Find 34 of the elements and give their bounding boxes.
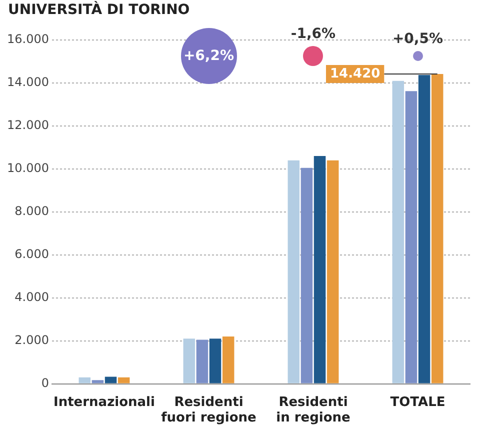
y-tick-label: 8.000: [14, 204, 49, 218]
bar: [288, 160, 300, 384]
annotation: 14.420: [330, 66, 380, 82]
y-tick-label: 12.000: [6, 118, 49, 132]
chart-title: UNIVERSITÀ DI TORINO: [8, 2, 190, 18]
bar: [418, 75, 430, 384]
y-tick-label: 10.000: [6, 161, 49, 176]
bar: [431, 74, 444, 384]
annotation: -1,6%: [290, 26, 337, 42]
x-tick-label: Residenti fuori regione: [161, 394, 257, 426]
y-tick-label: 4.000: [14, 290, 49, 304]
bar: [222, 336, 234, 384]
bar: [326, 160, 339, 384]
bar: [392, 80, 404, 384]
bar: [314, 156, 326, 384]
y-tick-label: 2.000: [14, 332, 49, 347]
bar: [196, 340, 208, 384]
bar: [183, 338, 196, 384]
bar: [92, 380, 104, 384]
annotation: +0,5%: [391, 31, 444, 47]
bar: [405, 91, 418, 384]
x-tick-label: Residenti in regione: [276, 394, 351, 426]
bar: [104, 376, 117, 384]
y-tick-label: 6.000: [14, 247, 49, 261]
annotation: +6,2%: [182, 48, 236, 64]
x-tick-label: Internazionali: [54, 394, 155, 410]
x-tick-label: TOTALE: [390, 394, 446, 410]
y-tick-label: 0: [41, 376, 49, 390]
bar: [78, 377, 91, 384]
y-tick-label: 14.000: [6, 75, 49, 90]
bar: [209, 338, 222, 384]
y-tick-label: 16.000: [6, 32, 49, 46]
bar: [118, 377, 130, 384]
bar: [300, 168, 313, 384]
